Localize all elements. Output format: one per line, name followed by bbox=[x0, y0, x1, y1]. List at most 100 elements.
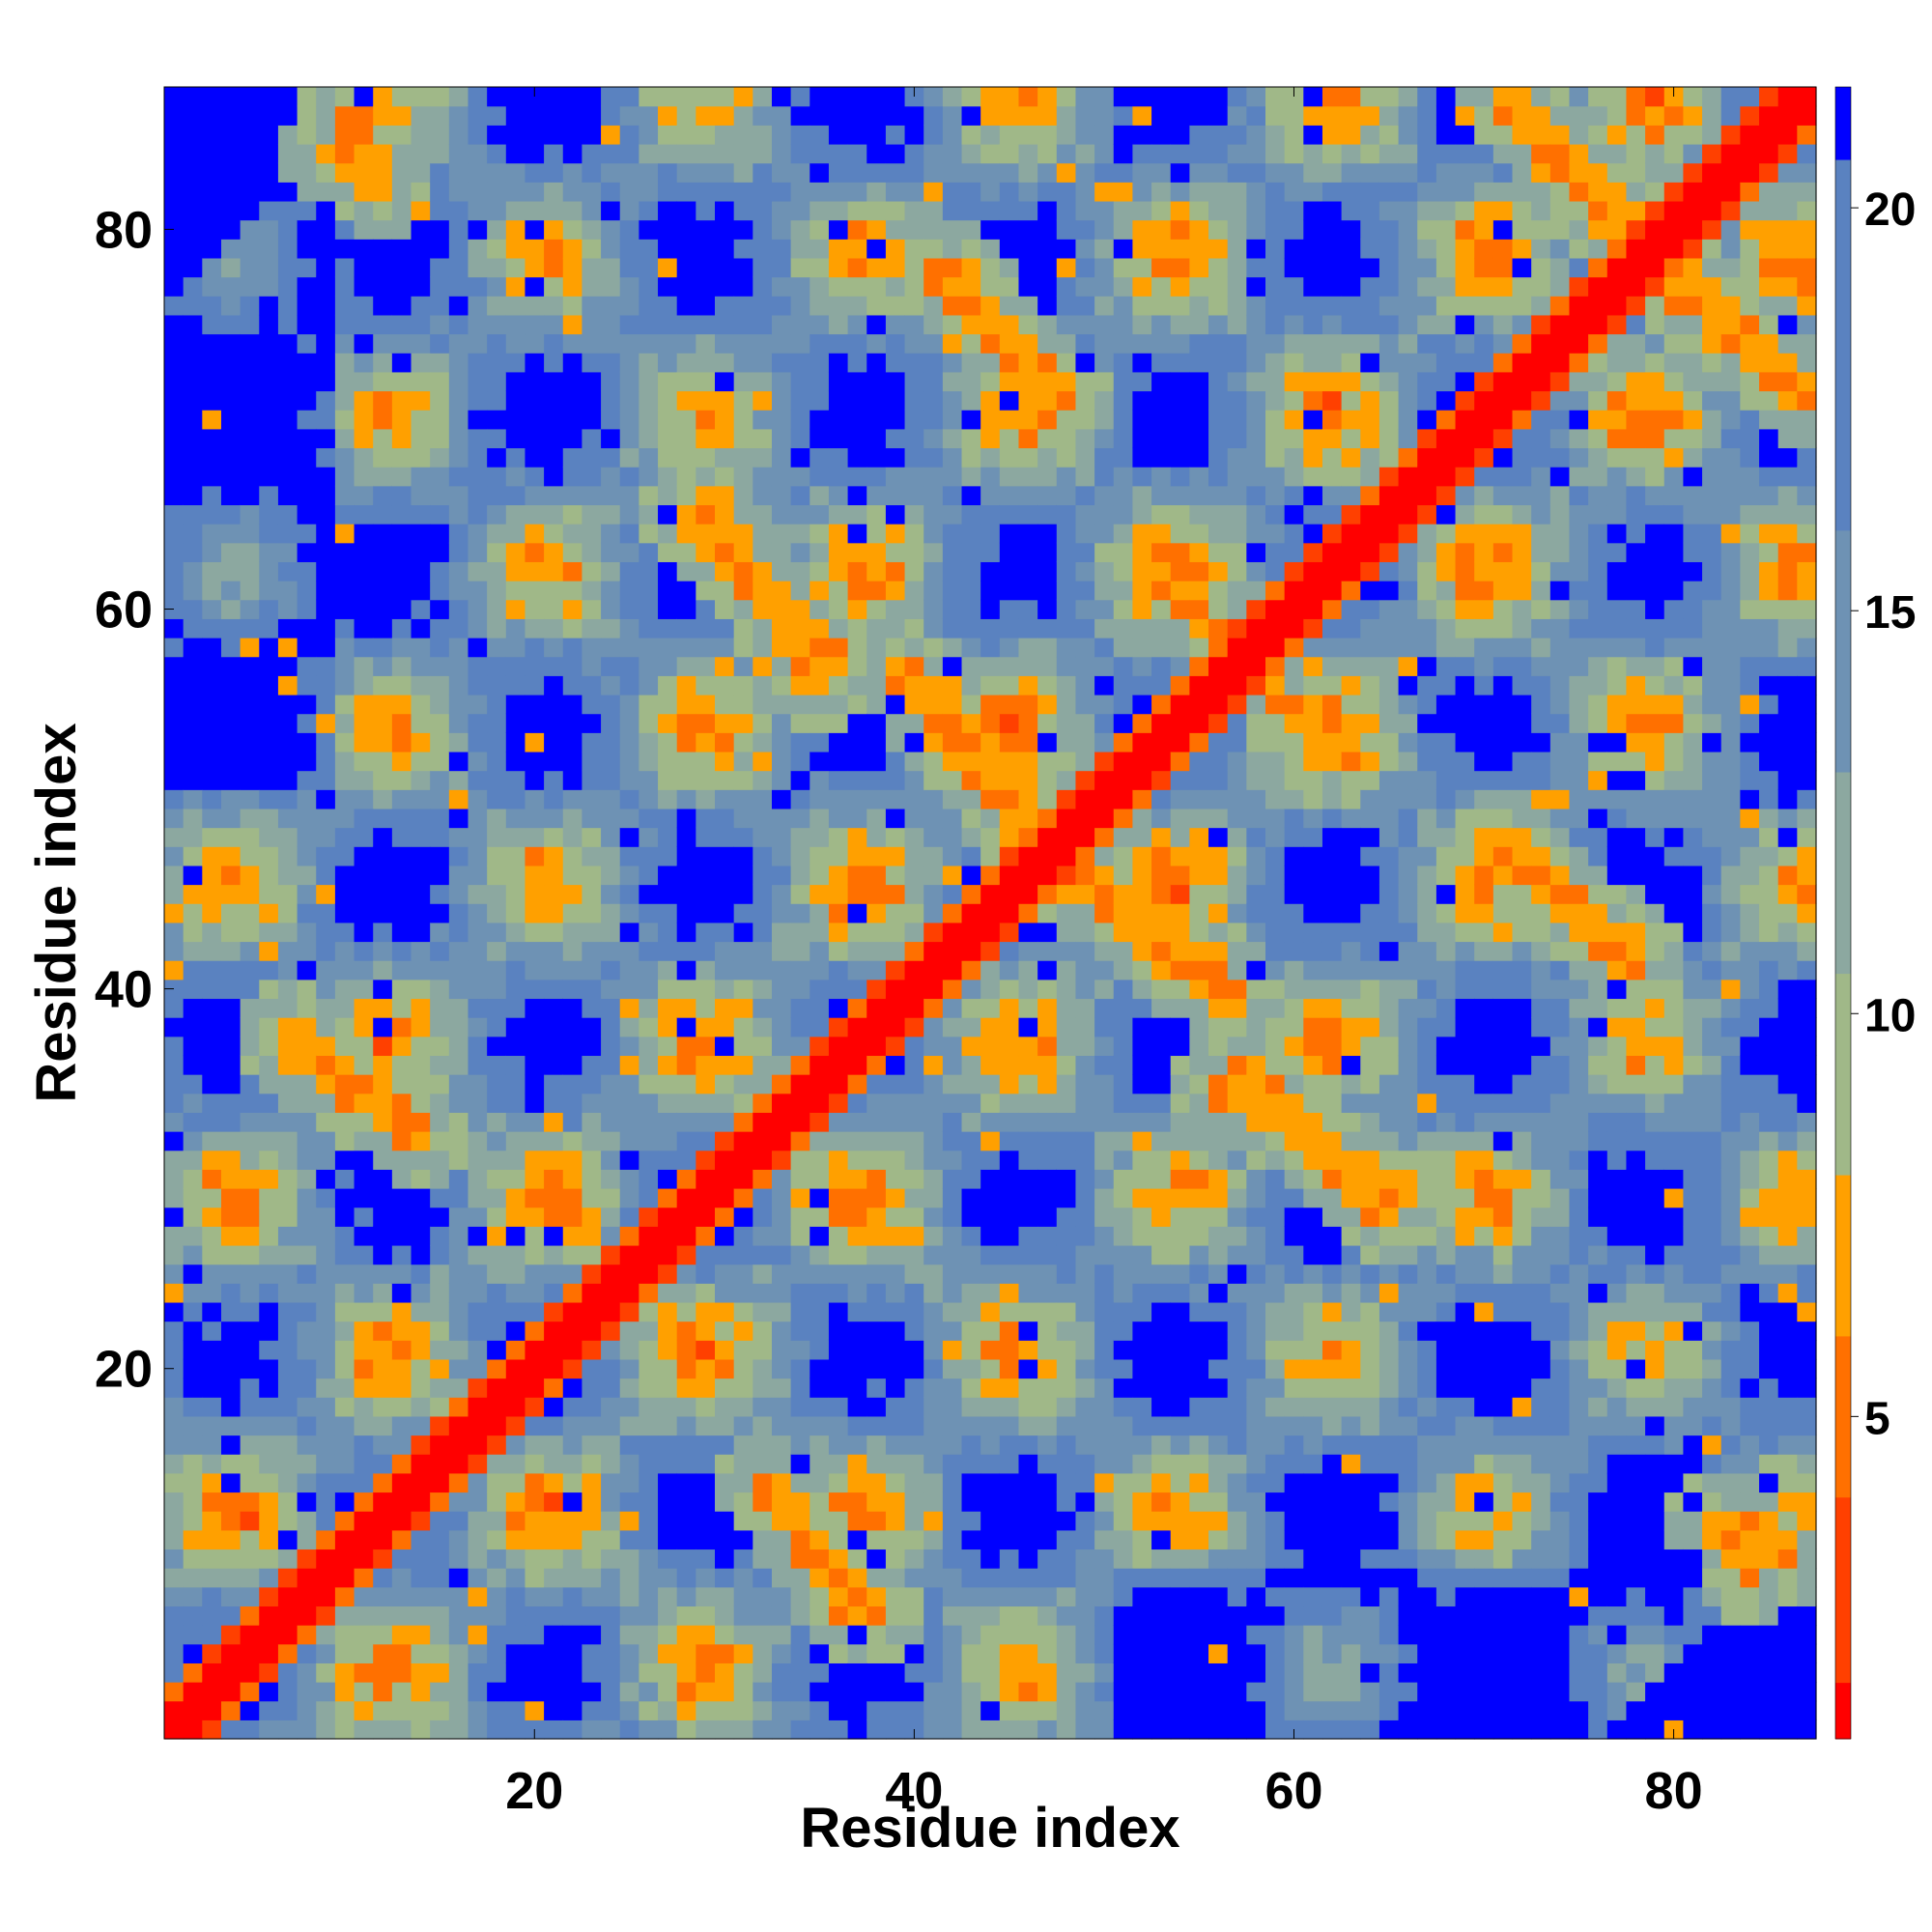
heatmap-cell bbox=[334, 428, 355, 449]
heatmap-cell bbox=[1018, 1036, 1038, 1057]
heatmap-cell bbox=[1189, 1301, 1209, 1322]
heatmap-cell bbox=[582, 751, 602, 772]
heatmap-cell bbox=[334, 1568, 355, 1588]
heatmap-cell bbox=[373, 125, 393, 145]
heatmap-cell bbox=[658, 1112, 678, 1132]
heatmap-cell bbox=[601, 1150, 621, 1170]
heatmap-cell bbox=[562, 1036, 583, 1057]
heatmap-cell bbox=[923, 808, 944, 829]
heatmap-cell bbox=[619, 1074, 639, 1094]
heatmap-cell bbox=[999, 390, 1020, 411]
heatmap-cell bbox=[771, 1454, 792, 1474]
heatmap-cell bbox=[1208, 789, 1229, 810]
heatmap-cell bbox=[790, 447, 810, 468]
heatmap-cell bbox=[867, 1454, 887, 1474]
heatmap-cell bbox=[411, 1093, 431, 1113]
heatmap-cell bbox=[1151, 162, 1172, 183]
heatmap-cell bbox=[942, 1131, 963, 1151]
heatmap-cell bbox=[505, 1529, 526, 1550]
heatmap-cell bbox=[505, 1568, 526, 1588]
heatmap-cell bbox=[562, 1415, 583, 1436]
heatmap-cell bbox=[696, 1207, 716, 1227]
heatmap-cell bbox=[961, 1358, 981, 1379]
heatmap-cell bbox=[1151, 1568, 1172, 1588]
heatmap-cell bbox=[316, 524, 336, 544]
heatmap-cell bbox=[1094, 1358, 1115, 1379]
heatmap-cell bbox=[448, 239, 469, 259]
heatmap-cell bbox=[297, 1036, 317, 1057]
heatmap-cell bbox=[733, 1492, 753, 1512]
heatmap-cell bbox=[1227, 1131, 1247, 1151]
heatmap-cell bbox=[334, 1340, 355, 1360]
heatmap-cell bbox=[980, 1264, 1001, 1284]
heatmap-cell bbox=[164, 1188, 185, 1208]
heatmap-cell bbox=[164, 1662, 185, 1683]
heatmap-cell bbox=[961, 276, 981, 297]
heatmap-cell bbox=[790, 1568, 810, 1588]
heatmap-cell bbox=[544, 1321, 564, 1341]
heatmap-cell bbox=[1113, 903, 1134, 923]
heatmap-cell bbox=[183, 1112, 203, 1132]
heatmap-cell bbox=[525, 1188, 545, 1208]
heatmap-cell bbox=[923, 618, 944, 639]
heatmap-cell bbox=[1227, 87, 1247, 107]
heatmap-cell bbox=[867, 219, 887, 240]
heatmap-cell bbox=[790, 1093, 810, 1113]
heatmap-cell bbox=[259, 1682, 279, 1702]
heatmap-cell bbox=[1208, 447, 1229, 468]
heatmap-cell bbox=[790, 1340, 810, 1360]
heatmap-cell bbox=[334, 390, 355, 411]
heatmap-cell bbox=[183, 162, 203, 183]
heatmap-cell bbox=[582, 105, 602, 126]
heatmap-cell bbox=[1189, 239, 1209, 259]
heatmap-cell bbox=[1075, 675, 1095, 696]
heatmap-cell bbox=[753, 333, 773, 354]
heatmap-cell bbox=[942, 353, 963, 373]
heatmap-cell bbox=[1189, 1340, 1209, 1360]
heatmap-cell bbox=[1189, 1150, 1209, 1170]
heatmap-cell bbox=[810, 846, 830, 867]
heatmap-cell bbox=[277, 1378, 298, 1398]
heatmap-cell bbox=[601, 200, 621, 221]
heatmap-cell bbox=[923, 960, 944, 980]
heatmap-cell bbox=[487, 884, 507, 904]
heatmap-cell bbox=[601, 1435, 621, 1455]
heatmap-cell bbox=[1075, 296, 1095, 316]
heatmap-cell bbox=[847, 1169, 867, 1189]
heatmap-cell bbox=[354, 675, 374, 696]
heatmap-cell bbox=[259, 941, 279, 961]
heatmap-cell bbox=[904, 371, 924, 392]
heatmap-cell bbox=[1056, 884, 1077, 904]
heatmap-cell bbox=[240, 447, 260, 468]
heatmap-cell bbox=[183, 447, 203, 468]
heatmap-cell bbox=[582, 1093, 602, 1113]
heatmap-cell bbox=[696, 751, 716, 772]
heatmap-cell bbox=[468, 846, 488, 867]
heatmap-cell bbox=[715, 428, 735, 449]
heatmap-cell bbox=[1037, 789, 1058, 810]
heatmap-cell bbox=[715, 1719, 735, 1740]
heatmap-cell bbox=[733, 1093, 753, 1113]
heatmap-cell bbox=[1189, 808, 1209, 829]
heatmap-cell bbox=[601, 979, 621, 1000]
heatmap-cell bbox=[334, 599, 355, 619]
heatmap-cell bbox=[676, 1131, 696, 1151]
heatmap-cell bbox=[923, 675, 944, 696]
heatmap-cell bbox=[334, 638, 355, 658]
heatmap-cell bbox=[733, 960, 753, 980]
heatmap-cell bbox=[753, 1017, 773, 1037]
heatmap-cell bbox=[183, 467, 203, 487]
heatmap-cell bbox=[1170, 675, 1190, 696]
heatmap-cell bbox=[1151, 410, 1172, 430]
heatmap-cell bbox=[1037, 1682, 1058, 1702]
heatmap-cell bbox=[240, 524, 260, 544]
heatmap-cell bbox=[696, 542, 716, 562]
heatmap-cell bbox=[582, 296, 602, 316]
heatmap-cell bbox=[923, 219, 944, 240]
heatmap-cell bbox=[1075, 1301, 1095, 1322]
heatmap-cell bbox=[923, 1625, 944, 1645]
heatmap-cell bbox=[354, 827, 374, 847]
heatmap-cell bbox=[676, 467, 696, 487]
heatmap-cell bbox=[771, 789, 792, 810]
heatmap-cell bbox=[183, 371, 203, 392]
